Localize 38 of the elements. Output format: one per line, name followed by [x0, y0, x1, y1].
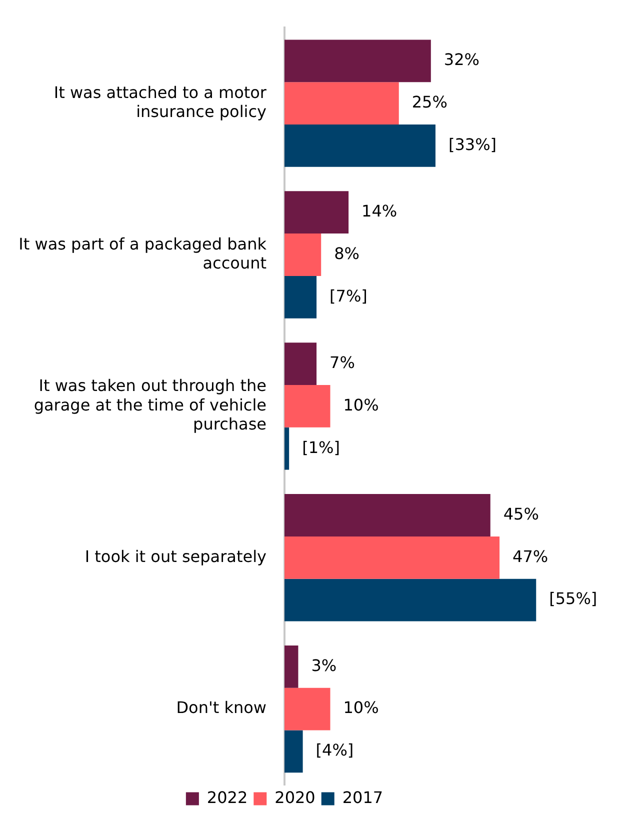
bar	[284, 342, 317, 385]
data-label: [7%]	[330, 286, 368, 306]
bar	[284, 191, 349, 234]
bar	[284, 276, 317, 318]
bar	[284, 385, 330, 428]
data-label: [33%]	[448, 134, 497, 154]
data-label: 8%	[334, 244, 360, 263]
data-label: 47%	[512, 546, 548, 566]
bar	[284, 494, 490, 536]
bar	[284, 536, 500, 579]
data-label: 10%	[343, 698, 379, 718]
data-label: 14%	[362, 202, 398, 221]
legend-label: 2017	[342, 788, 384, 807]
bar	[284, 427, 290, 470]
data-label: 7%	[330, 352, 355, 372]
data-label: [1%]	[302, 438, 340, 457]
y-tick-label: It was attached to a motor insurance policy	[54, 82, 267, 122]
y-tick-label: It was taken out through the garage at the time of vehicle purchase	[34, 376, 266, 434]
data-label: 32%	[444, 50, 480, 70]
data-label: [55%]	[549, 589, 598, 608]
bar	[284, 688, 330, 730]
bar	[284, 730, 303, 773]
bar	[284, 645, 298, 688]
y-tick-label: I took it out separately	[84, 546, 266, 566]
bar	[284, 40, 431, 82]
data-label: 3%	[311, 656, 337, 675]
data-label: 45%	[503, 504, 539, 524]
y-tick-label: Don't know	[176, 698, 266, 718]
bar	[284, 82, 399, 125]
y-tick-label: It was part of a packaged bank account	[18, 234, 268, 273]
legend-label: 2022	[206, 788, 248, 807]
data-label: 25%	[412, 92, 448, 112]
bar	[284, 234, 322, 276]
bar	[284, 578, 536, 622]
bar	[284, 124, 436, 167]
legend-label: 2020	[274, 788, 316, 807]
data-label: [4%]	[316, 740, 354, 760]
data-label: 10%	[343, 395, 379, 414]
